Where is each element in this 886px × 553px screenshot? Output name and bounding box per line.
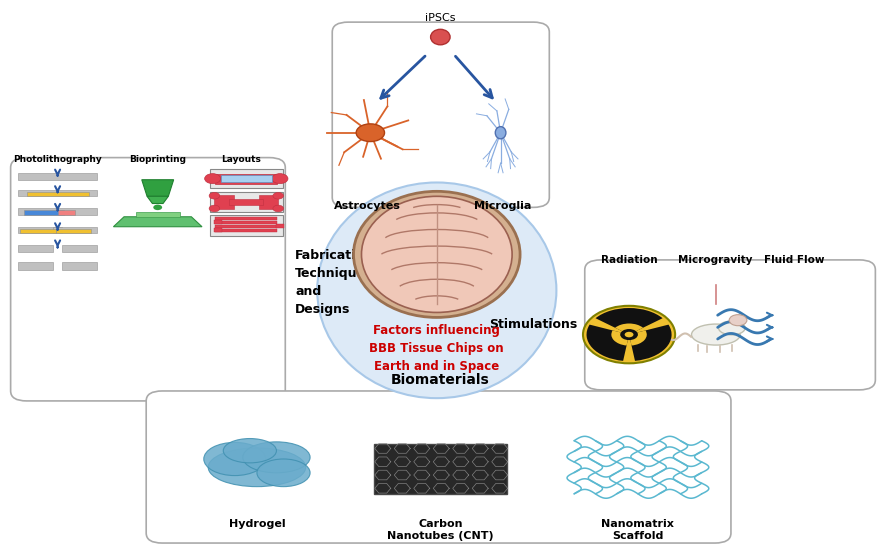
Bar	[214, 220, 222, 224]
Wedge shape	[611, 331, 629, 346]
Circle shape	[209, 192, 220, 199]
Wedge shape	[595, 308, 663, 335]
Circle shape	[356, 124, 385, 142]
Text: Radiation: Radiation	[601, 255, 657, 265]
Bar	[18, 190, 97, 196]
Circle shape	[729, 315, 747, 326]
Ellipse shape	[431, 29, 450, 45]
Ellipse shape	[354, 191, 520, 317]
Wedge shape	[629, 325, 672, 361]
Text: Astrocytes: Astrocytes	[334, 201, 401, 211]
Circle shape	[625, 332, 633, 337]
Ellipse shape	[223, 439, 276, 463]
Text: Microglia: Microglia	[474, 201, 531, 211]
Bar	[229, 199, 263, 205]
Ellipse shape	[495, 127, 506, 139]
Bar	[215, 229, 277, 232]
Circle shape	[272, 174, 288, 184]
Bar	[20, 229, 56, 233]
Bar	[53, 227, 97, 233]
Text: Photolithography: Photolithography	[13, 155, 102, 164]
Circle shape	[273, 192, 284, 199]
Bar	[259, 195, 278, 209]
Bar	[18, 208, 97, 215]
Text: Fluid Flow: Fluid Flow	[765, 255, 825, 265]
Bar	[214, 195, 234, 209]
Text: Nanomatrix
Scaffold: Nanomatrix Scaffold	[602, 519, 674, 541]
Bar	[58, 210, 75, 215]
Bar	[18, 227, 62, 233]
Text: Microgravity: Microgravity	[678, 255, 752, 265]
Text: Stimulations: Stimulations	[489, 318, 578, 331]
Bar	[210, 169, 283, 188]
Ellipse shape	[719, 321, 745, 335]
FancyBboxPatch shape	[585, 260, 875, 390]
Bar	[210, 192, 283, 212]
Ellipse shape	[208, 448, 306, 487]
Bar	[215, 217, 277, 220]
Bar	[221, 175, 272, 182]
Polygon shape	[142, 180, 174, 196]
Wedge shape	[629, 331, 647, 346]
Bar	[56, 229, 91, 233]
FancyBboxPatch shape	[332, 22, 549, 207]
Bar	[62, 262, 97, 270]
Bar	[215, 225, 277, 228]
Circle shape	[620, 329, 638, 340]
Text: Bioprinting: Bioprinting	[129, 155, 186, 164]
Text: Layouts: Layouts	[221, 155, 261, 164]
Bar	[214, 228, 222, 232]
Ellipse shape	[361, 196, 512, 312]
Ellipse shape	[691, 324, 741, 345]
Circle shape	[153, 205, 162, 210]
Text: Cell Types: Cell Types	[401, 200, 479, 214]
Wedge shape	[587, 325, 629, 361]
Bar	[27, 192, 89, 196]
Text: iPSCs: iPSCs	[425, 13, 455, 23]
Bar	[18, 262, 53, 270]
Polygon shape	[147, 196, 168, 204]
Bar	[215, 174, 277, 184]
Circle shape	[583, 306, 675, 363]
Polygon shape	[113, 217, 202, 227]
FancyBboxPatch shape	[11, 158, 285, 401]
Bar	[276, 224, 284, 228]
Ellipse shape	[204, 442, 266, 476]
Text: Biomaterials: Biomaterials	[391, 373, 490, 387]
Circle shape	[209, 205, 220, 212]
Ellipse shape	[243, 442, 310, 473]
Bar	[62, 245, 97, 252]
Bar	[25, 210, 65, 215]
Text: Carbon
Nanotubes (CNT): Carbon Nanotubes (CNT)	[387, 519, 494, 541]
FancyBboxPatch shape	[146, 391, 731, 543]
Text: Factors influencing
BBB Tissue Chips on
Earth and in Space: Factors influencing BBB Tissue Chips on …	[369, 324, 504, 373]
Bar	[215, 221, 277, 224]
Circle shape	[205, 174, 221, 184]
Circle shape	[273, 205, 284, 212]
Wedge shape	[615, 324, 643, 335]
Text: Hydrogel: Hydrogel	[229, 519, 285, 529]
Bar	[136, 212, 180, 217]
Ellipse shape	[257, 459, 310, 487]
Text: Fabrication
Techniques
and
Designs: Fabrication Techniques and Designs	[295, 248, 374, 316]
Ellipse shape	[317, 182, 556, 398]
Bar	[374, 444, 507, 494]
Bar	[210, 215, 283, 236]
Bar	[18, 245, 53, 252]
Bar	[18, 173, 97, 180]
